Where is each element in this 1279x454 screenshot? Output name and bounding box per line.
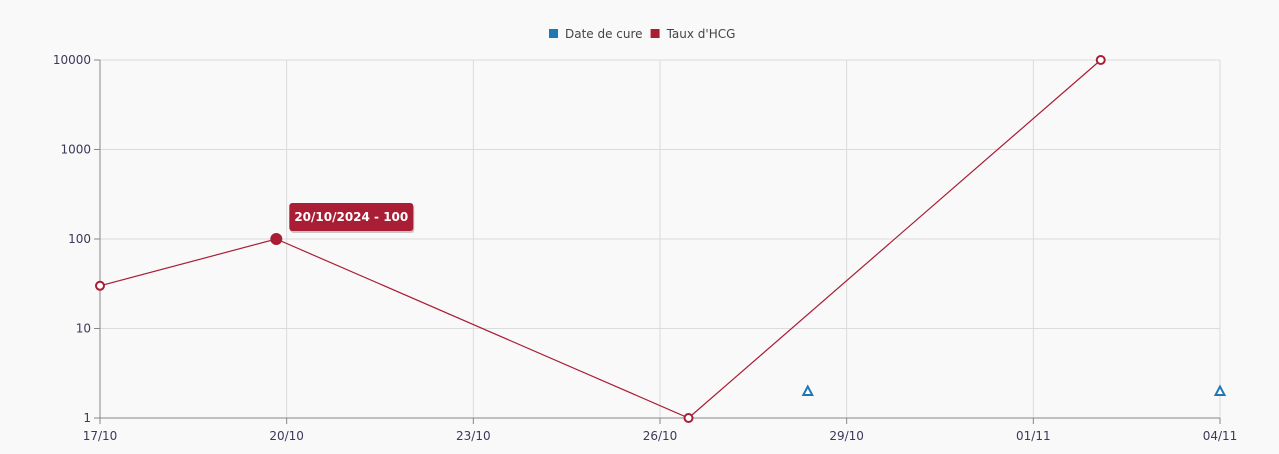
- data-point: [95, 280, 105, 291]
- data-point: [683, 413, 694, 423]
- legend-swatch: [650, 29, 660, 38]
- legend-label: Date de cure: [565, 27, 643, 41]
- y-tick-label: 10: [76, 322, 91, 336]
- y-tick-label: 1000: [60, 143, 91, 157]
- x-tick-label: 23/10: [456, 429, 491, 443]
- x-tick-label: 17/10: [83, 429, 118, 443]
- data-point-triangle: [1213, 384, 1227, 397]
- y-tick-label: 10000: [53, 53, 91, 67]
- tooltip-box: [289, 203, 414, 231]
- data-point: [270, 233, 283, 245]
- x-tick-label: 04/11: [1203, 429, 1238, 443]
- tooltip-text: 20/10/2024 - 100: [294, 210, 408, 224]
- tooltip: 20/10/2024 - 100: [289, 203, 415, 233]
- x-tick-label: 20/10: [269, 429, 304, 443]
- data-point-triangle: [801, 384, 814, 397]
- series-0: [801, 384, 1227, 397]
- series-line: [99, 59, 1102, 419]
- legend-swatch: [549, 29, 558, 38]
- grid: [99, 59, 1221, 419]
- x-tick-label: 01/11: [1016, 429, 1051, 443]
- x-tick-label: 26/10: [643, 429, 678, 443]
- legend-label: Taux d'HCG: [666, 27, 736, 41]
- legend: Date de cure Taux d'HCG: [549, 27, 735, 41]
- y-tick-label: 1: [83, 411, 91, 425]
- series-layer: [95, 55, 1227, 423]
- series-1: [95, 55, 1106, 423]
- y-tick-label: 100: [68, 232, 91, 246]
- data-point: [1095, 55, 1106, 65]
- axes: 1 10 100 1000 10000 17/10 20/10 23/10 26/10 29/10…: [53, 53, 1237, 443]
- x-tick-label: 29/10: [829, 429, 864, 443]
